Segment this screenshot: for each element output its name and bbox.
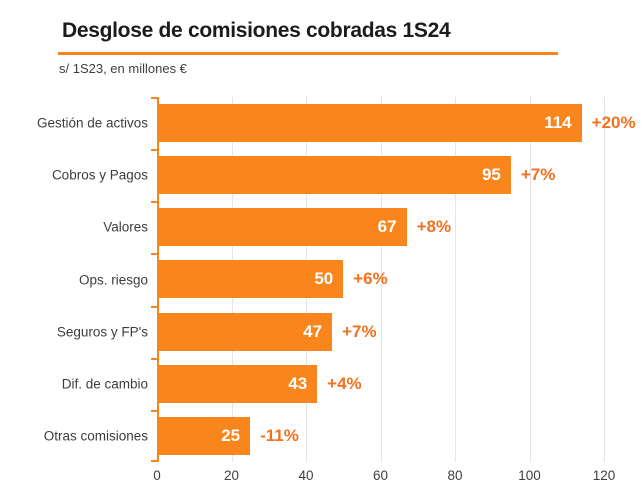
bar: 50 +6%: [157, 260, 388, 299]
bar: 67 +8%: [157, 208, 451, 247]
bar-value-label: 95: [481, 165, 501, 185]
bar: 95 +7%: [157, 156, 555, 195]
bar-value-label: 47: [303, 321, 323, 341]
bar-change-label: +6%: [353, 269, 388, 289]
bar-change-label: -11%: [260, 425, 299, 445]
y-axis-tick: [151, 410, 157, 412]
y-axis-tick: [151, 253, 157, 255]
chart-title: Desglose de comisiones cobradas 1S24: [62, 19, 451, 42]
y-axis-tick: [151, 358, 157, 360]
x-axis-tick-label: 40: [298, 468, 314, 483]
x-axis-tick-label: 20: [223, 468, 240, 483]
x-axis-tick-label: 80: [447, 468, 463, 483]
gridline: [529, 97, 531, 462]
bar-value-label: 67: [377, 217, 397, 237]
bar-change-label: +7%: [520, 165, 556, 185]
category-label: Gestión de activos: [36, 115, 148, 131]
bar-value-label: 50: [314, 269, 334, 289]
gridline: [604, 97, 605, 462]
y-axis-tick: [151, 201, 157, 203]
x-axis-tick-label: 100: [518, 468, 541, 483]
title-underline: [58, 52, 558, 55]
bar: 114 +20%: [157, 104, 636, 142]
bar-change-label: +4%: [327, 373, 362, 393]
y-axis-tick: [151, 306, 157, 308]
bar-row: 25 -11%: [157, 410, 604, 462]
bar: 47 +7%: [157, 312, 377, 351]
plot-area: 114 +20% 95 +7% 67 +8% 50 +6% 47 +7% 43 …: [151, 97, 636, 462]
y-axis-tick: [151, 149, 157, 151]
category-label: Dif. de cambio: [61, 376, 148, 392]
bar-change-label: +20%: [591, 113, 636, 132]
y-axis-tick: [151, 460, 157, 462]
bar: 25 -11%: [157, 416, 299, 455]
y-axis-tick: [151, 97, 157, 99]
gridline: [455, 97, 456, 462]
x-axis-tick-label: 120: [592, 468, 616, 483]
category-label: Ops. riesgo: [78, 272, 148, 287]
category-label: Cobros y Pagos: [51, 167, 148, 183]
x-axis-tick-label: 0: [153, 468, 161, 483]
category-label: Otras comisiones: [43, 428, 148, 444]
bar-value-label: 43: [288, 373, 308, 393]
bar-row: 50 +6%: [157, 253, 604, 305]
category-label: Seguros y FP's: [56, 324, 148, 340]
category-label: Valores: [103, 219, 148, 235]
bar-row: 43 +4%: [157, 358, 604, 410]
bar-row: 114 +20%: [157, 97, 636, 149]
bar-row: 67 +8%: [157, 201, 604, 253]
x-axis-tick-label: 60: [372, 468, 389, 483]
y-axis-line: [157, 97, 159, 462]
bar-row: 47 +7%: [157, 306, 604, 358]
chart-subtitle: s/ 1S23, en millones €: [59, 61, 187, 76]
bar-change-label: +8%: [416, 217, 452, 237]
bar-value-label: 25: [221, 425, 241, 445]
bar-row: 95 +7%: [157, 149, 604, 201]
bar-value-label: 114: [544, 113, 572, 132]
gridline: [380, 97, 382, 462]
bar-change-label: +7%: [342, 321, 377, 341]
bar: 43 +4%: [157, 364, 362, 403]
